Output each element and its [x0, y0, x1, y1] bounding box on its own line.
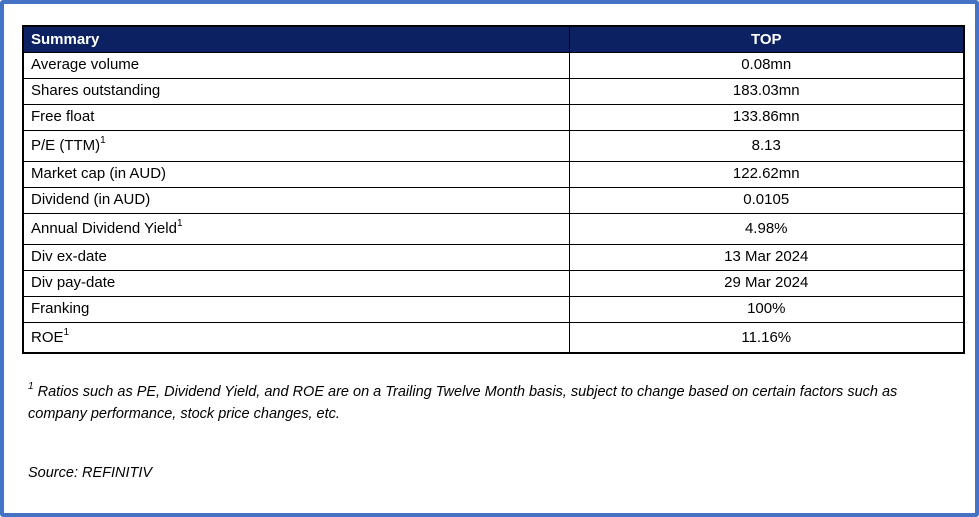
source-text: Source: REFINITIV	[28, 464, 153, 481]
table-row: ROE1 11.16%	[22, 321, 965, 354]
table-row: Div pay-date 29 Mar 2024	[22, 269, 965, 297]
row-label: Free float	[22, 103, 570, 131]
table-header-row: Summary TOP	[22, 25, 965, 53]
row-label-text: ROE	[31, 328, 64, 346]
table-row: Shares outstanding 183.03mn	[22, 77, 965, 105]
footnote-text: Ratios such as PE, Dividend Yield, and R…	[28, 384, 898, 423]
table-row: Div ex-date 13 Mar 2024	[22, 243, 965, 271]
table-row: Franking 100%	[22, 295, 965, 323]
row-label: Franking	[22, 295, 570, 323]
footnote-marker: 1	[176, 217, 183, 229]
table-row: Free float 133.86mn	[22, 103, 965, 131]
row-label: Div ex-date	[22, 243, 570, 271]
table-row: Market cap (in AUD) 122.62mn	[22, 160, 965, 188]
row-value: 0.08mn	[568, 51, 965, 79]
footnote-marker: 1	[63, 326, 70, 338]
row-label: ROE1	[22, 321, 570, 354]
row-value: 0.0105	[568, 186, 965, 214]
row-value: 100%	[568, 295, 965, 323]
table-row: Annual Dividend Yield1 4.98%	[22, 212, 965, 245]
row-label: Market cap (in AUD)	[22, 160, 570, 188]
row-value: 11.16%	[568, 321, 965, 354]
row-value: 4.98%	[568, 212, 965, 245]
row-value: 133.86mn	[568, 103, 965, 131]
row-value: 29 Mar 2024	[568, 269, 965, 297]
row-value: 13 Mar 2024	[568, 243, 965, 271]
summary-table: Summary TOP Average volume 0.08mn Shares…	[22, 25, 965, 354]
footnote-marker: 1	[100, 134, 106, 146]
row-value: 122.62mn	[568, 160, 965, 188]
row-label: Div pay-date	[22, 269, 570, 297]
row-value: 183.03mn	[568, 77, 965, 105]
top-header-cell: TOP	[568, 25, 965, 53]
table-row: Average volume 0.08mn	[22, 51, 965, 79]
row-label-text: Annual Dividend Yield	[31, 219, 177, 237]
row-value: 8.13	[568, 129, 965, 162]
table-row: P/E (TTM)1 8.13	[22, 129, 965, 162]
row-label: Shares outstanding	[22, 77, 570, 105]
row-label: Dividend (in AUD)	[22, 186, 570, 214]
row-label: P/E (TTM)1	[22, 129, 570, 162]
footnote-superscript: 1	[28, 381, 34, 392]
footnote: 1 Ratios such as PE, Dividend Yield, and…	[28, 381, 943, 426]
row-label: Annual Dividend Yield1	[22, 212, 570, 245]
row-label-text: P/E (TTM)	[31, 136, 101, 154]
summary-header-cell: Summary	[22, 25, 570, 53]
row-label: Average volume	[22, 51, 570, 79]
table-row: Dividend (in AUD) 0.0105	[22, 186, 965, 214]
